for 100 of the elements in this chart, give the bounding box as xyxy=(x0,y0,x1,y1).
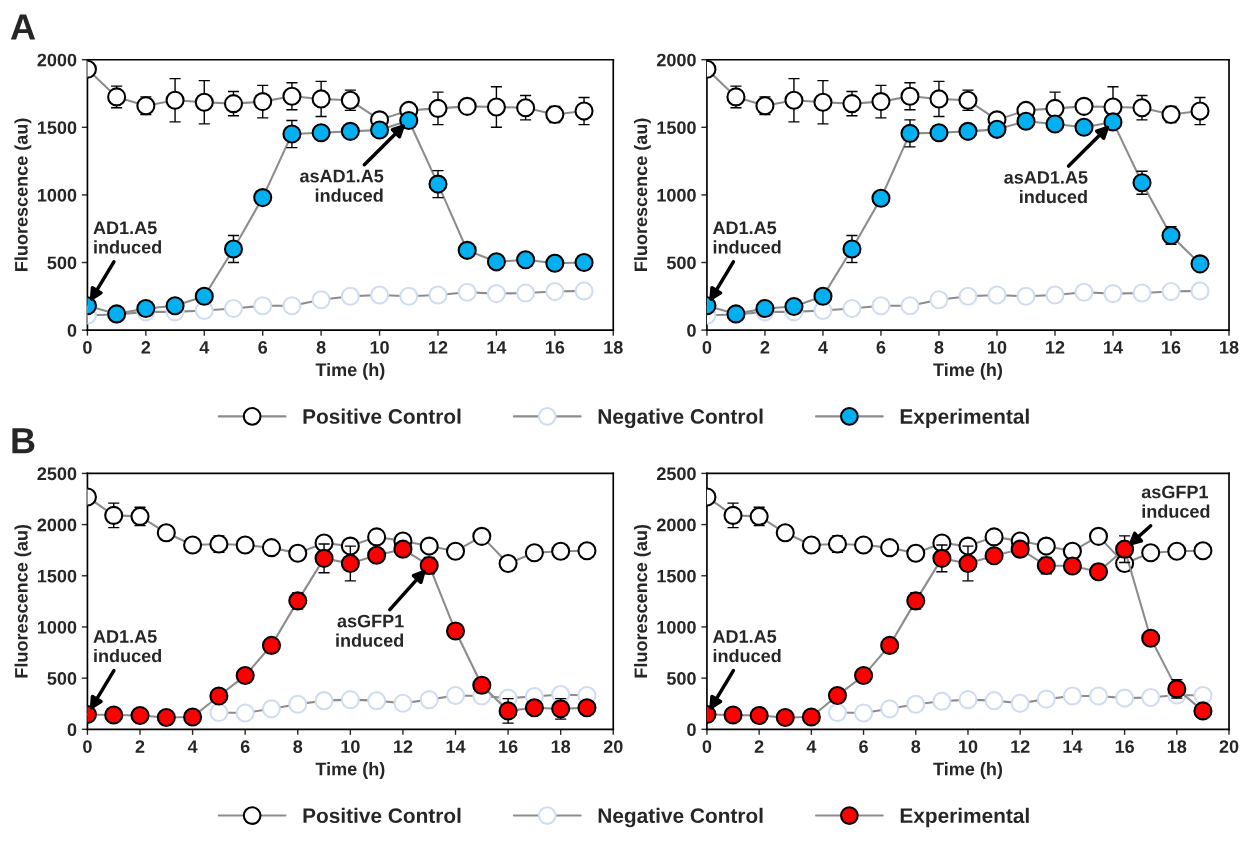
point xyxy=(1193,541,1213,561)
point xyxy=(311,290,331,310)
point xyxy=(1088,526,1109,546)
point xyxy=(370,120,390,140)
point xyxy=(516,250,536,270)
point xyxy=(311,89,331,109)
y-axis-title: Fluorescence (au) xyxy=(14,525,32,678)
point xyxy=(516,283,536,303)
point xyxy=(165,296,185,316)
x-tick-label: 6 xyxy=(258,341,268,354)
point xyxy=(574,101,594,121)
x-tick-label: 16 xyxy=(499,740,518,753)
point xyxy=(472,526,492,546)
annotation: AD1.A5 induced xyxy=(93,221,162,254)
point xyxy=(1193,685,1213,706)
y-tick-label: 1000 xyxy=(37,620,77,634)
point xyxy=(551,541,571,561)
x-tick-label: 14 xyxy=(446,740,466,753)
chart-title: B xyxy=(12,428,35,454)
legend-label: Negative Control xyxy=(598,408,763,429)
point xyxy=(1088,686,1109,706)
point xyxy=(1074,96,1094,116)
point xyxy=(367,691,387,711)
x-tick-label: 8 xyxy=(316,341,326,354)
point xyxy=(261,699,282,719)
point xyxy=(1045,285,1065,305)
x-tick-label: 6 xyxy=(859,740,868,753)
x-axis-title: Time (h) xyxy=(315,762,385,779)
y-tick-label: 2000 xyxy=(37,53,77,67)
point xyxy=(801,535,821,555)
y-tick-label: 2500 xyxy=(656,467,696,481)
point xyxy=(498,701,518,721)
y-axis-title: Fluorescence (au) xyxy=(14,118,32,271)
point xyxy=(253,92,273,112)
annotation: AD1.A5 induced xyxy=(93,630,162,663)
point xyxy=(1193,701,1213,721)
point xyxy=(784,296,804,316)
point xyxy=(1045,98,1065,118)
point xyxy=(1103,112,1123,132)
point xyxy=(801,707,821,727)
point xyxy=(1115,539,1135,559)
point xyxy=(524,543,544,563)
point xyxy=(900,86,920,106)
point xyxy=(194,286,214,306)
x-tick-label: 0 xyxy=(702,740,712,753)
point xyxy=(854,535,874,555)
point xyxy=(749,705,769,726)
point xyxy=(906,694,926,714)
point xyxy=(984,527,1004,547)
point xyxy=(1036,689,1056,709)
y-tick-label: 0 xyxy=(67,723,77,737)
point xyxy=(842,239,862,259)
point xyxy=(288,694,308,714)
point xyxy=(1141,628,1161,648)
point xyxy=(1161,282,1181,302)
x-axis-title: Time (h) xyxy=(933,362,1003,380)
point xyxy=(486,252,506,272)
point xyxy=(235,703,255,723)
point xyxy=(223,94,244,114)
point xyxy=(958,286,978,306)
x-tick-label: 8 xyxy=(293,740,303,753)
y-tick-label: 500 xyxy=(666,672,696,685)
point xyxy=(775,523,795,543)
legend-label: Experimental xyxy=(900,807,1029,828)
point xyxy=(282,86,302,106)
x-tick-label: 14 xyxy=(1104,341,1123,354)
legend-label: Positive Control xyxy=(303,408,461,424)
point xyxy=(1062,686,1082,706)
annotation: asGFP1 induced xyxy=(336,614,404,647)
x-tick-label: 12 xyxy=(1046,341,1065,354)
point xyxy=(445,541,466,561)
x-tick-label: 4 xyxy=(818,341,828,354)
point xyxy=(842,298,862,319)
x-tick-label: 20 xyxy=(1219,740,1239,753)
x-tick-label: 6 xyxy=(876,341,886,354)
x-tick-label: 2 xyxy=(135,740,145,753)
x-tick-label: 4 xyxy=(199,341,210,354)
y-tick-label: 0 xyxy=(687,324,696,337)
point xyxy=(574,252,594,273)
y-tick-label: 1500 xyxy=(657,569,696,583)
point xyxy=(984,546,1004,566)
point xyxy=(1132,283,1152,303)
point xyxy=(165,90,185,110)
point xyxy=(932,548,952,568)
y-tick-label: 2000 xyxy=(656,518,696,532)
point xyxy=(813,286,833,306)
point xyxy=(880,699,900,719)
x-tick-label: 10 xyxy=(370,341,389,354)
point xyxy=(1010,539,1030,559)
x-tick-label: 14 xyxy=(1063,740,1083,753)
point xyxy=(314,691,334,711)
point xyxy=(367,545,387,565)
point xyxy=(282,296,302,316)
x-axis-title: Time (h) xyxy=(933,762,1003,779)
y-tick-label: 500 xyxy=(666,256,696,270)
y-tick-label: 2000 xyxy=(37,518,77,532)
x-tick-label: 8 xyxy=(911,740,921,753)
point xyxy=(235,535,255,555)
point xyxy=(958,121,978,141)
point xyxy=(428,174,448,194)
